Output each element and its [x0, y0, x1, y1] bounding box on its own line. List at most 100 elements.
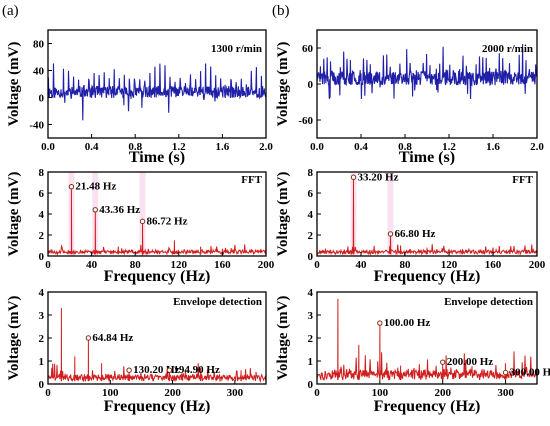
y-tick-label-a1-3: 80 — [33, 39, 45, 51]
y-axis-label-a3: Voltage (mV) — [6, 296, 22, 381]
y-tick-label-b3-2: 2 — [308, 333, 314, 345]
chart-annotation-a2: FFT — [241, 174, 262, 186]
x-tick-label-b3-0: 0 — [314, 387, 320, 399]
series-line-b1 — [317, 44, 537, 100]
series-line-a1 — [48, 63, 266, 121]
y-tick-label-a1-1: 0 — [39, 93, 45, 105]
y-tick-label-b1-2: 60 — [302, 43, 314, 55]
x-tick-label-b2-3: 120 — [441, 259, 458, 271]
peak-marker-a3-4 — [126, 367, 132, 373]
x-tick-label-b2-0: 0 — [314, 259, 320, 271]
x-tick-label-b1-5: 2.0 — [530, 141, 544, 153]
peak-label-b3-5: 300.00 Hz — [510, 367, 550, 379]
x-axis-label-a2: Frequency (Hz) — [104, 268, 211, 285]
y-tick-label-a2-1: 2 — [39, 230, 45, 242]
y-axis-label-a1: Voltage (mV) — [6, 42, 22, 127]
x-tick-label-a3-0: 0 — [45, 387, 51, 399]
x-tick-label-a2-0: 0 — [45, 259, 51, 271]
chart-annotation-a1: 1300 r/min — [211, 43, 262, 55]
peak-label-a3-4: 130.20 Hz — [133, 364, 180, 376]
x-tick-label-a2-3: 120 — [171, 259, 188, 271]
x-axis-label-b3: Frequency (Hz) — [374, 398, 481, 415]
series-line-b3 — [317, 298, 537, 382]
x-tick-label-a1-1: 0.4 — [85, 141, 99, 153]
x-tick-label-a3-2: 200 — [164, 387, 181, 399]
peak-marker-b2-0 — [350, 174, 357, 180]
y-tick-label-a1-2: 40 — [33, 66, 45, 78]
peak-band-b2-1 — [387, 172, 394, 256]
x-tick-label-a1-0: 0.0 — [41, 141, 55, 153]
y-tick-label-a3-3: 3 — [39, 310, 45, 322]
x-tick-label-a1-4: 1.6 — [216, 141, 230, 153]
peak-marker-b3-4 — [440, 359, 446, 365]
x-tick-label-b1-2: 0.8 — [398, 141, 412, 153]
series-line-a2 — [48, 186, 266, 256]
x-tick-label-a1-2: 0.8 — [128, 141, 142, 153]
x-axis-label-a1: Time (s) — [129, 149, 185, 166]
x-tick-label-a1-3: 1.2 — [172, 141, 186, 153]
y-axis-label-b1: Voltage (mV) — [275, 42, 291, 127]
x-tick-label-a2-5: 200 — [258, 259, 275, 271]
peak-label-b2-0: 33.20 Hz — [358, 171, 399, 183]
peak-marker-a3-5 — [166, 367, 173, 373]
y-tick-label-b1-0: -60 — [298, 115, 313, 127]
peak-marker-b2-1 — [387, 231, 394, 237]
x-tick-label-b2-4: 160 — [485, 259, 502, 271]
chart-annotation-a3: Envelope detection — [173, 296, 262, 308]
peak-label-a3-5: 194.90 Hz — [173, 364, 220, 376]
x-tick-label-a2-1: 40 — [86, 259, 98, 271]
peak-marker-b3-5 — [502, 369, 509, 376]
peak-label-b2-1: 66.80 Hz — [394, 228, 435, 240]
y-tick-label-b2-3: 6 — [308, 188, 314, 200]
peak-label-a2-2: 86.72 Hz — [147, 215, 188, 227]
x-tick-label-b3-1: 100 — [372, 387, 389, 399]
x-tick-label-b1-4: 1.6 — [486, 141, 500, 153]
x-tick-label-b2-5: 200 — [529, 259, 546, 271]
x-tick-label-b1-3: 1.2 — [442, 141, 456, 153]
chart-annotation-b2: FFT — [512, 174, 533, 186]
y-tick-label-b3-1: 1 — [308, 356, 314, 368]
x-tick-label-a3-1: 100 — [102, 387, 119, 399]
y-tick-label-a1-0: -40 — [29, 120, 44, 132]
y-tick-label-b3-0: 0 — [308, 379, 314, 391]
y-tick-label-b2-0: 0 — [308, 251, 314, 263]
peak-marker-a2-1 — [92, 207, 98, 213]
series-line-b2 — [317, 177, 537, 256]
x-tick-label-b3-3: 300 — [497, 387, 514, 399]
y-tick-label-a3-2: 2 — [39, 333, 45, 345]
x-tick-label-b1-0: 0.0 — [310, 141, 324, 153]
x-tick-label-b2-2: 80 — [400, 259, 412, 271]
chart-annotation-b3: Envelope detection — [444, 296, 533, 308]
axes-frame-b2 — [316, 171, 538, 257]
y-tick-label-a2-2: 4 — [39, 209, 45, 221]
x-tick-label-a1-5: 2.0 — [259, 141, 273, 153]
y-tick-label-b3-4: 4 — [308, 287, 314, 299]
peak-label-a3-2: 64.84 Hz — [92, 332, 133, 344]
y-tick-label-a3-1: 1 — [39, 356, 45, 368]
y-tick-label-a2-0: 0 — [39, 251, 45, 263]
y-tick-label-b1-1: 0 — [308, 79, 314, 91]
peak-marker-a3-2 — [85, 335, 92, 341]
panel-letter-b: (b) — [272, 3, 290, 19]
x-tick-label-a3-3: 300 — [227, 387, 244, 399]
y-axis-label-a2: Voltage (mV) — [6, 172, 22, 257]
x-tick-label-a2-4: 160 — [214, 259, 231, 271]
y-tick-label-a2-3: 6 — [39, 188, 45, 200]
axes-frame-a1 — [47, 29, 267, 139]
chart-annotation-b1: 2000 r/min — [482, 43, 533, 55]
peak-label-a2-0: 21.48 Hz — [75, 181, 116, 193]
x-axis-label-b1: Time (s) — [399, 149, 455, 166]
peak-marker-a2-0 — [68, 184, 75, 190]
y-tick-label-b2-2: 4 — [308, 209, 314, 221]
x-tick-label-a2-2: 80 — [130, 259, 142, 271]
x-tick-label-b1-1: 0.4 — [354, 141, 368, 153]
y-tick-label-b2-1: 2 — [308, 230, 314, 242]
y-tick-label-a3-0: 0 — [39, 379, 45, 391]
x-axis-label-a3: Frequency (Hz) — [104, 398, 211, 415]
y-tick-label-b2-4: 8 — [308, 167, 314, 179]
peak-marker-a2-2 — [139, 218, 146, 225]
x-tick-label-b2-1: 40 — [356, 259, 368, 271]
peak-label-b3-2: 100.00 Hz — [384, 317, 431, 329]
series-line-a3 — [48, 308, 266, 384]
